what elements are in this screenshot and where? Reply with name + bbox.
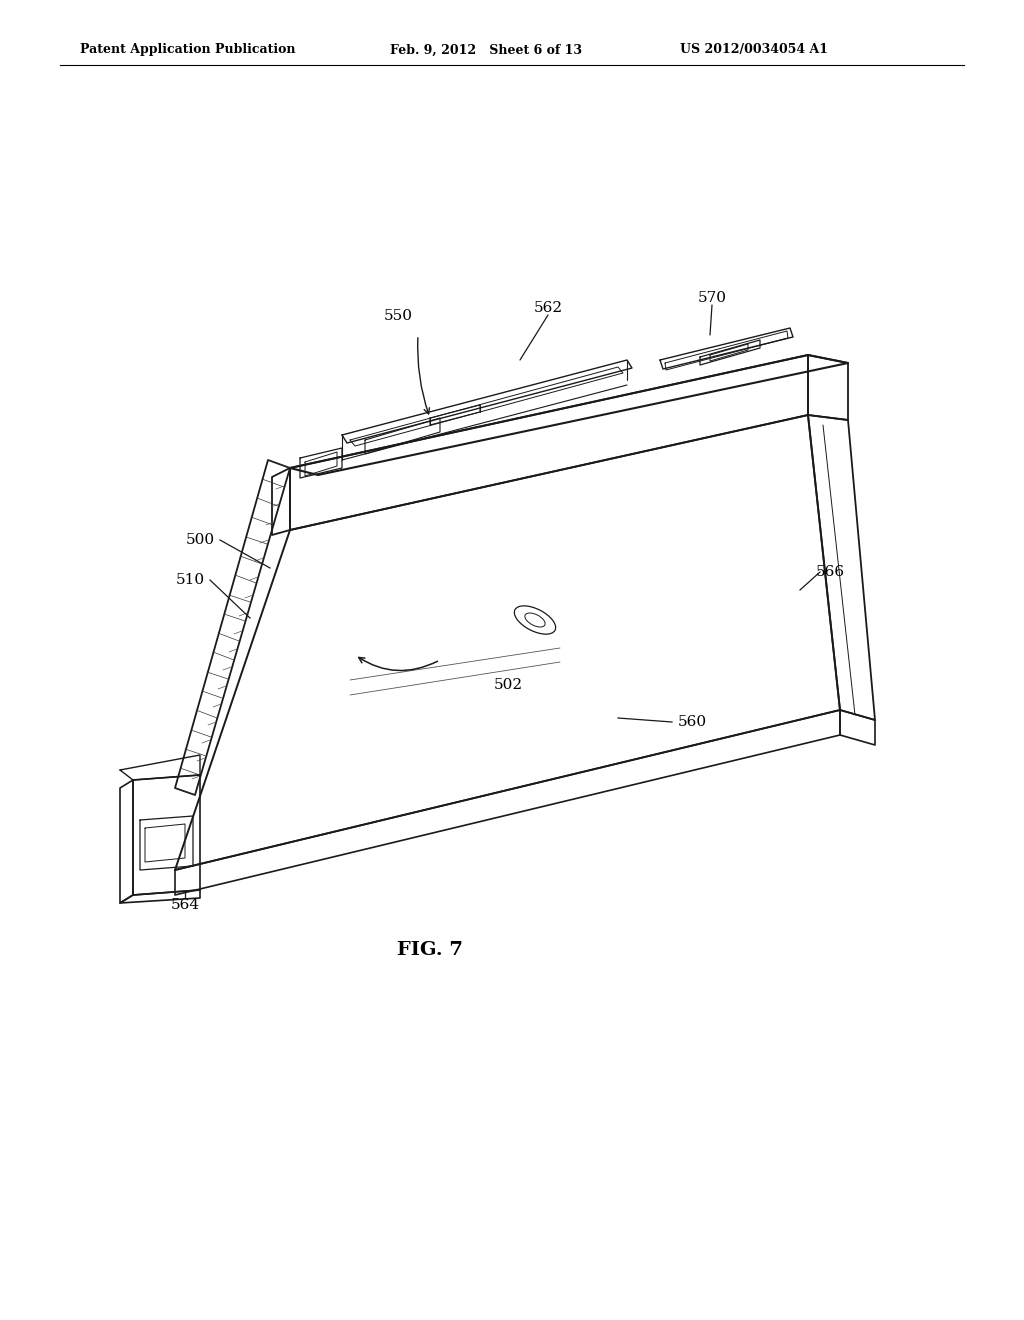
Text: FIG. 7: FIG. 7 — [397, 941, 463, 960]
Text: Patent Application Publication: Patent Application Publication — [80, 44, 296, 57]
Text: 502: 502 — [494, 678, 522, 692]
Text: 550: 550 — [384, 309, 413, 323]
Text: US 2012/0034054 A1: US 2012/0034054 A1 — [680, 44, 828, 57]
Text: 562: 562 — [534, 301, 562, 315]
Text: 566: 566 — [815, 565, 845, 579]
Text: 570: 570 — [697, 290, 726, 305]
Text: 564: 564 — [170, 898, 200, 912]
Text: Feb. 9, 2012   Sheet 6 of 13: Feb. 9, 2012 Sheet 6 of 13 — [390, 44, 582, 57]
Text: 500: 500 — [185, 533, 215, 546]
Text: 560: 560 — [678, 715, 707, 729]
Text: 510: 510 — [175, 573, 205, 587]
